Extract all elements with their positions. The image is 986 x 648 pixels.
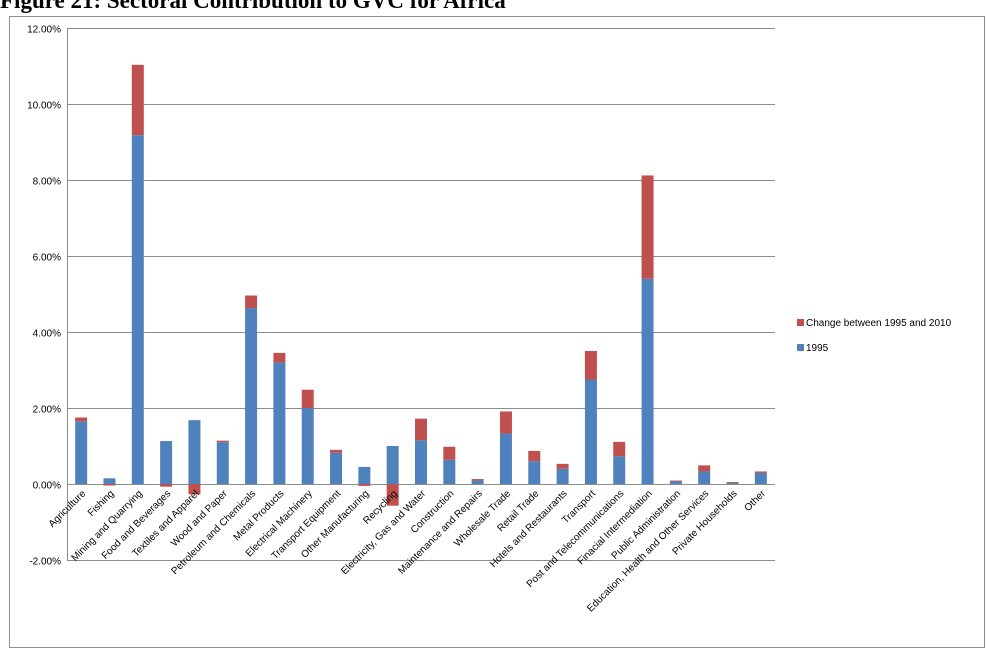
bar-1995	[188, 420, 201, 484]
bar-change	[103, 484, 116, 486]
x-tick-label: Other	[742, 488, 768, 514]
bar-1995	[273, 362, 286, 484]
bar-change	[754, 471, 767, 473]
bar-1995	[641, 278, 654, 484]
bar-change	[613, 441, 626, 457]
bar-1995	[556, 468, 569, 484]
bar-1995	[726, 482, 739, 484]
bar-1995	[669, 480, 682, 484]
legend-swatch	[797, 344, 804, 351]
bar-change	[216, 440, 229, 443]
legend-label: Change between 1995 and 2010	[806, 318, 952, 329]
bar-1995	[499, 433, 512, 484]
bar-1995	[131, 135, 144, 484]
bar-1995	[216, 442, 229, 484]
bar-change	[556, 463, 569, 469]
legend-swatch	[797, 319, 804, 326]
y-tick-label: 2.00%	[33, 405, 61, 416]
bar-change	[273, 352, 286, 363]
bar-change	[386, 484, 399, 506]
bar-1995	[613, 456, 626, 484]
bar-1995	[75, 421, 88, 484]
bar-change	[75, 417, 88, 422]
bar-change	[584, 351, 597, 380]
stacked-bar-chart: -2.00% 0.00% 2.00% 4.00% 6.00% 8.00% 10.00% 12.…	[27, 25, 952, 615]
bar-change	[415, 418, 427, 441]
bar-1995	[698, 471, 711, 484]
bar-1995	[330, 452, 343, 484]
bar-change	[669, 480, 682, 482]
bar-1995	[443, 459, 456, 484]
y-tick-label: 12.00%	[27, 25, 61, 36]
bar-1995	[301, 408, 314, 484]
figure-title: Figure 21: Sectoral Contribution to GVC …	[0, 0, 506, 13]
bar-change	[245, 295, 258, 309]
bar-change	[641, 175, 654, 279]
bar-1995	[160, 441, 173, 484]
legend-label: 1995	[806, 343, 829, 354]
bar-1995	[471, 480, 484, 484]
bar-1995	[754, 472, 767, 484]
bar-change	[358, 484, 371, 486]
y-tick-label: 0.00%	[33, 481, 61, 492]
bar-change	[188, 484, 201, 495]
y-tick-label: 4.00%	[33, 329, 61, 340]
bar-1995	[386, 446, 399, 484]
bar-1995	[415, 440, 427, 484]
bar-change	[698, 465, 711, 472]
bar-1995	[358, 466, 371, 484]
y-tick-label: 8.00%	[33, 177, 61, 188]
bar-change	[528, 450, 541, 462]
bar-change	[443, 446, 456, 460]
bar-1995	[245, 308, 258, 484]
bar-change	[131, 64, 144, 136]
bar-1995	[584, 379, 597, 484]
bar-change	[499, 411, 512, 434]
bar-1995	[528, 461, 541, 484]
y-tick-label: 10.00%	[27, 101, 61, 112]
bar-change	[726, 482, 739, 483]
bar-change	[330, 449, 343, 453]
bar-change	[471, 479, 484, 481]
y-tick-label: -2.00%	[29, 557, 61, 568]
bar-change	[301, 389, 314, 408]
bar-change	[160, 484, 173, 487]
chart-frame: -2.00% 0.00% 2.00% 4.00% 6.00% 8.00% 10.00% 12.…	[9, 16, 985, 648]
y-tick-label: 6.00%	[33, 253, 61, 264]
bar-1995	[103, 478, 116, 484]
